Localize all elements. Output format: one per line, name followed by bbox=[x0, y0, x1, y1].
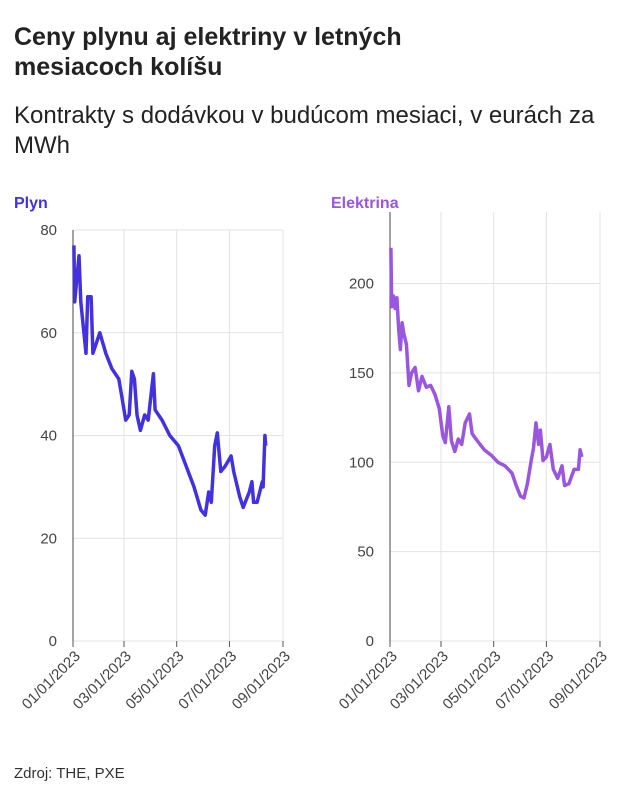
x-tick-label: 09/01/2023 bbox=[229, 648, 294, 713]
y-tick-label: 40 bbox=[40, 428, 57, 445]
y-tick-label: 150 bbox=[349, 365, 374, 382]
text-line: mesiacoch kolíšu bbox=[14, 53, 222, 81]
y-tick-label: 50 bbox=[357, 544, 374, 561]
y-tick-label: 200 bbox=[349, 276, 374, 293]
source: Zdroj: THE, PXE bbox=[14, 765, 125, 782]
data-line bbox=[72, 245, 268, 517]
chart-label: Elektrina bbox=[331, 195, 399, 212]
y-tick-label: 0 bbox=[49, 633, 57, 650]
data-line bbox=[389, 247, 584, 500]
chart-label: Plyn bbox=[14, 195, 48, 212]
y-tick-label: 100 bbox=[349, 454, 374, 471]
y-tick-label: 60 bbox=[40, 325, 57, 342]
y-tick-label: 0 bbox=[366, 633, 374, 650]
x-tick-label: 09/01/2023 bbox=[546, 648, 611, 713]
title: Ceny plynu aj elektriny v letných mesiaco… bbox=[14, 23, 402, 81]
y-tick-label: 80 bbox=[40, 222, 57, 239]
subtitle: Kontrakty s dodávkou v budúcom mesiaci, … bbox=[14, 102, 595, 159]
title-text: Ceny plynu aj elektriny v letných bbox=[14, 23, 402, 51]
y-tick-label: 20 bbox=[40, 530, 57, 547]
text-line: MWh bbox=[14, 132, 70, 159]
subtitle-text: Kontrakty s dodávkou v budúcom mesiaci, … bbox=[14, 102, 595, 129]
